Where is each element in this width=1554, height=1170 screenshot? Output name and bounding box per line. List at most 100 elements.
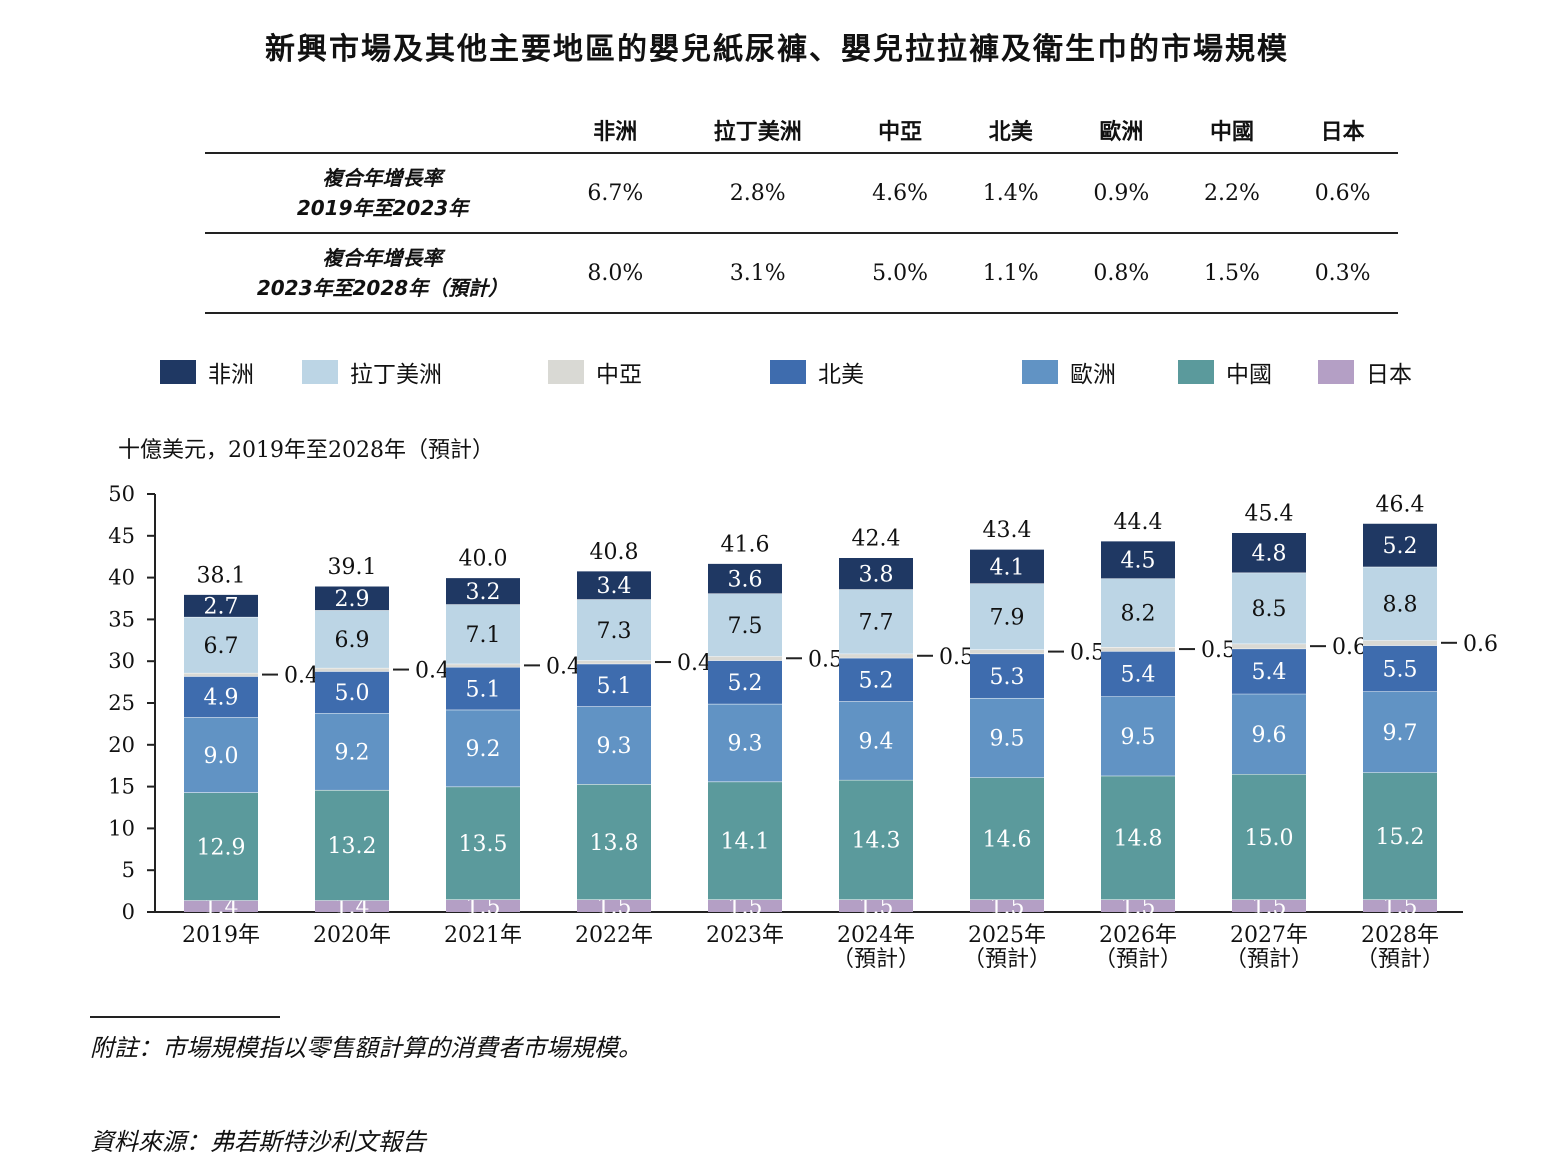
legend-label: 非洲 — [208, 362, 254, 388]
bar-segment — [184, 676, 258, 718]
cagr-header-cell: 拉丁美洲 — [670, 108, 845, 154]
bar-segment — [577, 663, 651, 707]
data-label: 7.5 — [728, 614, 763, 639]
cagr-cell: 0.3% — [1287, 233, 1398, 314]
bar-segment — [1101, 899, 1175, 912]
total-label: 40.0 — [459, 547, 508, 572]
bar-segment — [1101, 578, 1175, 647]
bar-segment — [315, 900, 389, 912]
total-label: 44.4 — [1114, 510, 1163, 535]
data-label: 15.2 — [1376, 825, 1425, 850]
data-label: 7.3 — [597, 619, 632, 644]
data-label: 7.1 — [466, 623, 501, 648]
data-label: 14.3 — [852, 829, 901, 854]
legend-swatch — [160, 360, 196, 384]
bar-segment — [1363, 645, 1437, 692]
bar-segment — [839, 701, 913, 780]
data-label: 5.2 — [1383, 534, 1418, 559]
bar-segment — [446, 663, 520, 668]
cagr-cell: 2.8% — [670, 153, 845, 234]
data-label: 5.3 — [990, 665, 1025, 690]
data-label: 13.5 — [459, 832, 508, 857]
x-tick-sublabel: （預計） — [1094, 947, 1182, 972]
bar-segment — [970, 649, 1044, 654]
legend-item: 日本 — [1318, 355, 1412, 389]
legend-label: 北美 — [818, 362, 864, 388]
legend-swatch — [548, 360, 584, 384]
x-tick-label: 2026年 — [1099, 923, 1177, 948]
cagr-cell: 0.8% — [1066, 233, 1177, 314]
bar-segment — [1101, 696, 1175, 776]
legend-label: 日本 — [1366, 362, 1412, 388]
total-label: 41.6 — [721, 532, 770, 557]
data-label: 5.2 — [728, 671, 763, 696]
cagr-row-label-line: 2019年至2023年 — [296, 196, 469, 220]
data-label: 5.4 — [1121, 663, 1156, 688]
bar-segment — [970, 697, 1044, 778]
data-label: 4.1 — [990, 555, 1025, 580]
data-label: 14.1 — [721, 830, 770, 855]
total-label: 38.1 — [197, 563, 246, 588]
x-tick-sublabel: （預計） — [1356, 947, 1444, 972]
bar-segment — [184, 672, 258, 677]
y-tick-label: 25 — [108, 691, 135, 715]
data-label: 9.4 — [859, 730, 894, 755]
x-tick-label: 2020年 — [313, 923, 391, 948]
x-tick-label: 2025年 — [968, 923, 1046, 948]
bar-segment — [446, 604, 520, 664]
cagr-row-label-line: 複合年增長率 — [322, 246, 443, 270]
legend-item: 中國 — [1178, 355, 1272, 389]
data-label: 4.8 — [1252, 542, 1287, 567]
cagr-header-row: 非洲 拉丁美洲 中亞 北美 歐洲 中國 日本 — [205, 108, 1398, 154]
data-label: 9.5 — [990, 727, 1025, 752]
cagr-cell: 0.6% — [1287, 153, 1398, 234]
data-label: 5.0 — [335, 681, 370, 706]
bar-segment — [577, 660, 651, 664]
data-label: 15.0 — [1245, 826, 1294, 851]
data-label: 9.7 — [1383, 721, 1418, 746]
bar-segment — [708, 593, 782, 657]
x-tick-sublabel: （預計） — [963, 947, 1051, 972]
footnote: 附註：市場規模指以零售額計算的消費者市場規模。 — [90, 1034, 642, 1062]
cagr-header-cell: 北美 — [955, 108, 1067, 154]
legend-label: 拉丁美洲 — [350, 362, 442, 388]
cagr-cell: 6.7% — [560, 153, 671, 234]
bar-segment — [184, 616, 258, 673]
y-tick-label: 40 — [108, 566, 135, 590]
bar-segment — [315, 585, 389, 611]
source-note: 資料來源：弗若斯特沙利文報告 — [90, 1128, 426, 1156]
cagr-header-cell: 非洲 — [560, 108, 671, 154]
bar-segment — [839, 779, 913, 900]
data-label: 2.7 — [204, 595, 239, 620]
data-label: 3.2 — [466, 580, 501, 605]
bar-segment — [1232, 774, 1306, 900]
data-label: 14.6 — [983, 827, 1032, 852]
total-label: 42.4 — [852, 527, 901, 552]
data-label: 9.3 — [597, 734, 632, 759]
legend-item: 非洲 — [160, 355, 254, 389]
data-label: 9.6 — [1252, 723, 1287, 748]
bar-segment — [1363, 523, 1437, 567]
bar-segment — [839, 653, 913, 658]
legend-label: 歐洲 — [1070, 362, 1116, 388]
bar-segment — [970, 899, 1044, 912]
bar-segment — [1101, 540, 1175, 579]
cagr-cell: 1.1% — [955, 233, 1067, 314]
y-tick-label: 20 — [108, 733, 135, 757]
legend-swatch — [1022, 360, 1058, 384]
legend-item: 拉丁美洲 — [302, 355, 442, 389]
cagr-header-cell: 歐洲 — [1066, 108, 1177, 154]
bar-segment — [184, 594, 258, 617]
bar-segment — [839, 899, 913, 912]
bar-segment — [577, 599, 651, 661]
legend-label: 中亞 — [596, 362, 642, 388]
chart-legend: 非洲 拉丁美洲 中亞 北美 歐洲 中國 日本 — [0, 355, 1554, 388]
bar-segment — [184, 900, 258, 912]
data-label: 3.8 — [859, 562, 894, 587]
bar-segment — [577, 570, 651, 600]
data-label: 0.5 — [939, 645, 974, 670]
cagr-row-label: 複合年增長率 2023年至2028年（預計） — [205, 233, 560, 314]
cagr-row-label: 複合年增長率 2019年至2023年 — [205, 153, 560, 234]
data-label: 5.2 — [859, 669, 894, 694]
data-label: 4.5 — [1121, 549, 1156, 574]
